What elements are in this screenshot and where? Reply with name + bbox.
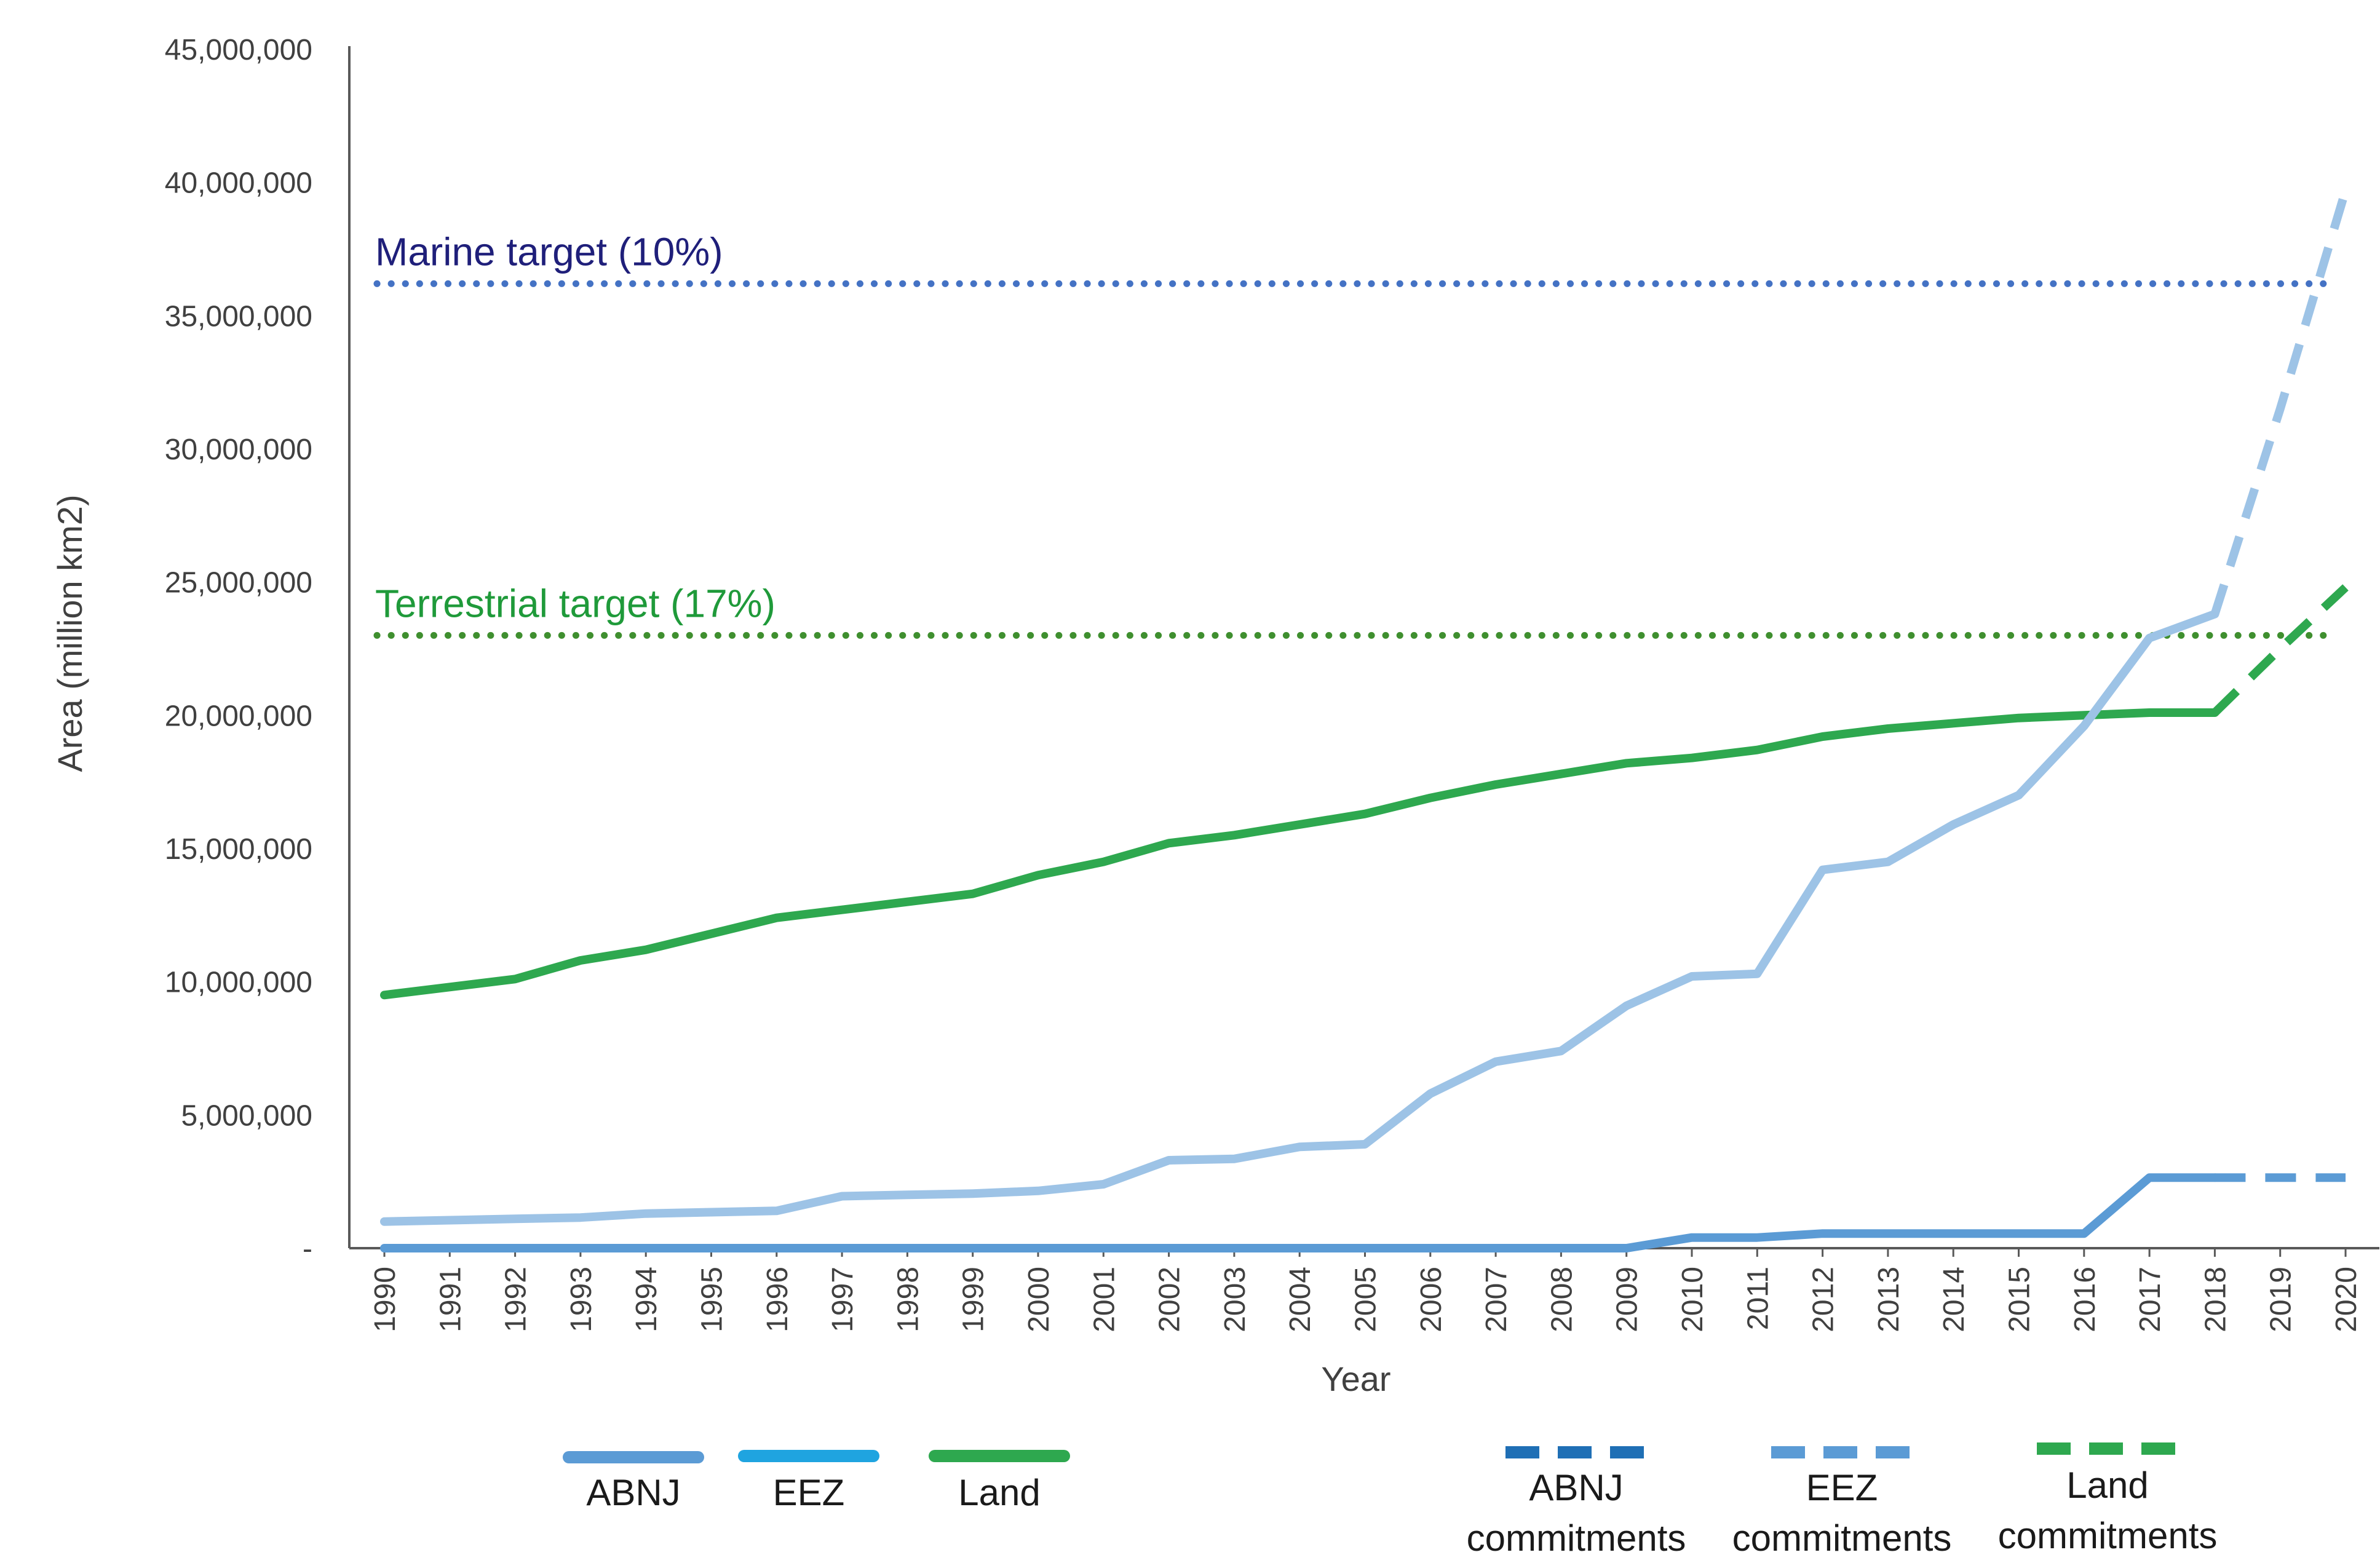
y-tick-label: 15,000,000 bbox=[165, 833, 312, 866]
x-tick-label: 2009 bbox=[1611, 1267, 1644, 1332]
legend-label: ABNJ bbox=[586, 1472, 680, 1513]
axes bbox=[348, 46, 2379, 1249]
legend-item: EEZ commitments bbox=[1732, 1446, 1952, 1555]
x-tick-label: 2017 bbox=[2134, 1267, 2167, 1332]
y-tick-label: 10,000,000 bbox=[165, 967, 312, 999]
x-tick-label: 1997 bbox=[827, 1267, 859, 1332]
series-line-land bbox=[380, 708, 2219, 1000]
y-tick-label: 40,000,000 bbox=[165, 167, 312, 200]
x-tick-label: 2015 bbox=[2004, 1267, 2036, 1332]
y-tick-label: 35,000,000 bbox=[165, 300, 312, 333]
x-tick-label: 1995 bbox=[696, 1267, 729, 1332]
legend-label: ABNJ bbox=[1529, 1467, 1623, 1508]
x-tick-label: 1996 bbox=[761, 1267, 794, 1332]
x-tick-label: 2003 bbox=[1219, 1267, 1251, 1332]
x-tick-label: 2001 bbox=[1088, 1267, 1121, 1332]
x-tick-label: 1992 bbox=[500, 1267, 533, 1332]
x-tick-label: 2016 bbox=[2069, 1267, 2101, 1332]
legend-label: commitments bbox=[1467, 1517, 1686, 1552]
reference-line-label: Marine target (10%) bbox=[375, 229, 723, 274]
x-tick-label: 1998 bbox=[892, 1267, 924, 1332]
x-tick-label: 2019 bbox=[2265, 1267, 2298, 1332]
x-tick-label: 1991 bbox=[434, 1267, 467, 1332]
legend-label: Land bbox=[958, 1472, 1040, 1513]
y-tick-label: - bbox=[303, 1233, 312, 1265]
series-line-eez-commitments bbox=[2210, 189, 2350, 615]
legend-label: EEZ bbox=[1806, 1467, 1878, 1508]
x-tick-label: 2005 bbox=[1350, 1267, 1382, 1332]
y-axis-title: Area (million km2) bbox=[50, 494, 89, 772]
legend-item: Land bbox=[929, 1450, 1070, 1513]
reference-line-label: Terrestrial target (17%) bbox=[375, 581, 775, 625]
legend: ABNJ EEZ Land ABNJ commitments EEZ commitments… bbox=[563, 1442, 2218, 1555]
x-tick-label: 2004 bbox=[1284, 1267, 1317, 1332]
y-tick-label: 25,000,000 bbox=[165, 567, 312, 599]
legend-label: commitments bbox=[1998, 1515, 2218, 1552]
legend-item: ABNJ commitments bbox=[1467, 1446, 1686, 1555]
y-tick-label: 20,000,000 bbox=[165, 700, 312, 732]
x-tick-label: 1994 bbox=[630, 1267, 663, 1332]
legend-item: EEZ bbox=[738, 1450, 879, 1513]
x-tick-label: 1999 bbox=[958, 1267, 990, 1332]
x-tick-label: 2011 bbox=[1742, 1267, 1774, 1330]
series-line-eez bbox=[380, 609, 2219, 1226]
legend-item: Land commitments bbox=[1998, 1442, 2218, 1555]
series-line-abnj bbox=[380, 1173, 2219, 1252]
y-tick-label: 5,000,000 bbox=[181, 1099, 312, 1132]
reference-lines: Marine target (10%) Terrestrial target (1… bbox=[373, 229, 2337, 639]
legend-label: commitments bbox=[1732, 1517, 1952, 1552]
x-tick-labels: 1990 1991 1992 1993 1994 1995 1996 1997 1998 1999… bbox=[369, 1248, 2363, 1332]
series-line-land-commitments bbox=[2211, 584, 2349, 716]
data-series bbox=[380, 189, 2350, 1252]
x-tick-label: 2012 bbox=[1807, 1267, 1840, 1332]
x-tick-label: 1990 bbox=[369, 1267, 402, 1332]
x-tick-label: 2002 bbox=[1154, 1267, 1186, 1332]
x-tick-label: 2000 bbox=[1023, 1267, 1055, 1332]
x-tick-label: 1993 bbox=[565, 1267, 598, 1332]
y-tick-label: 30,000,000 bbox=[165, 433, 312, 466]
legend-label: Land bbox=[2066, 1465, 2148, 1506]
y-tick-labels: - 5,000,000 10,000,000 15,000,000 20,000,000… bbox=[165, 34, 312, 1265]
x-tick-label: 2013 bbox=[1873, 1267, 1905, 1332]
x-tick-label: 2020 bbox=[2330, 1267, 2363, 1332]
x-tick-label: 2014 bbox=[1938, 1267, 1970, 1332]
y-tick-label: 45,000,000 bbox=[165, 34, 312, 66]
legend-label: EEZ bbox=[773, 1472, 845, 1513]
x-tick-label: 2008 bbox=[1545, 1267, 1578, 1332]
legend-item: ABNJ bbox=[563, 1451, 704, 1513]
x-tick-label: 2007 bbox=[1480, 1267, 1513, 1332]
x-tick-label: 2006 bbox=[1415, 1267, 1448, 1332]
x-tick-label: 2018 bbox=[2199, 1267, 2232, 1332]
x-tick-label: 2010 bbox=[1676, 1267, 1709, 1332]
axis-titles: Area (million km2) Year bbox=[50, 494, 1391, 1398]
x-axis-title: Year bbox=[1321, 1359, 1390, 1398]
